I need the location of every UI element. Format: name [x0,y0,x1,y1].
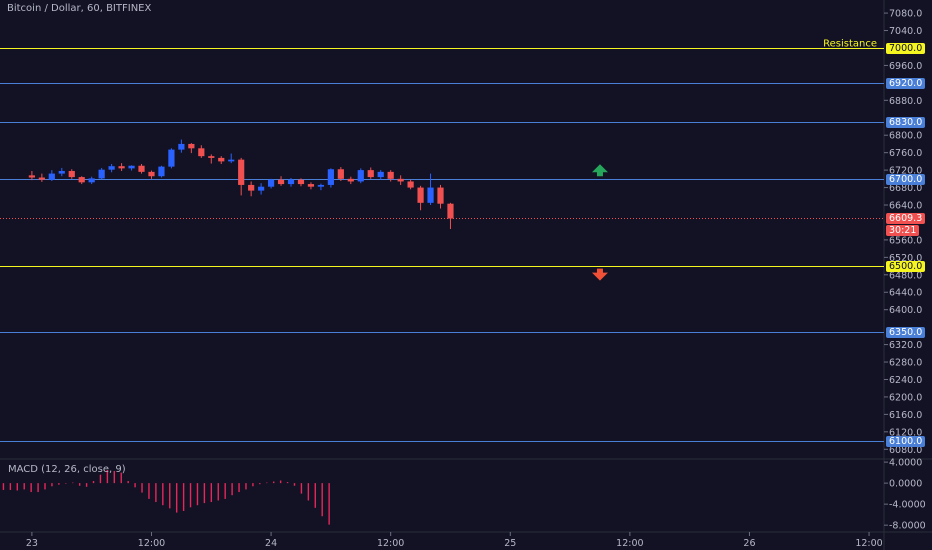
macd-tick-label: 0.0000 [889,479,922,490]
candle-body [68,170,75,178]
candle-body [437,187,444,204]
candle-body [377,171,384,178]
candle-body [88,178,95,183]
candle-body [258,186,265,191]
arrow-down-icon [591,268,608,281]
price-tick-label: 6960.0 [889,61,922,72]
price-tick-label: 6560.0 [889,235,922,246]
price-tick-label: 6720.0 [889,166,922,177]
price-tick-label: 6200.0 [889,392,922,403]
price-tick-label: 6440.0 [889,288,922,299]
candle-body [287,179,295,185]
chart-title: Bitcoin / Dollar, 60, BITFINEX [7,3,152,14]
candle-body [357,170,364,182]
candle-body [277,179,285,185]
resistance-label: Resistance [823,39,877,50]
last-price-tag: 6609.3 [886,212,926,224]
candle-body [387,171,394,179]
price-tick-label: 6400.0 [889,305,922,316]
candle-body [267,179,275,187]
price-tick-label: 7040.0 [889,26,922,37]
candle-body [168,149,175,167]
level-price-tag: 7000.0 [886,42,926,54]
price-tick-label: 6640.0 [889,201,922,212]
price-tick-label: 6800.0 [889,131,922,142]
candle-body [148,171,155,177]
time-tick-label: 12:00 [616,538,643,549]
candle-body [337,169,344,179]
level-price-tag: 6500.0 [886,260,926,272]
level-price-tag: 6350.0 [886,326,926,338]
candle-body [248,184,255,191]
price-tick-label: 6520.0 [889,253,922,264]
price-tick-label: 7080.0 [889,9,922,20]
candle-body [78,177,85,183]
candle-body [417,187,424,203]
candle-body [238,159,245,185]
candle-body [327,169,334,185]
candle-body [118,166,125,169]
time-tick-label: 24 [265,538,277,549]
candle-body [297,179,305,185]
candle-body [28,175,35,178]
price-tick-label: 6320.0 [889,340,922,351]
candle-body [48,173,55,180]
price-tick-label: 6880.0 [889,96,922,107]
candle-body [188,143,195,149]
candle-body [98,169,105,179]
level-price-tag: 6700.0 [886,173,926,185]
price-tick-label: 6120.0 [889,427,922,438]
macd-tick-label: -8.0000 [889,521,926,532]
candle-body [108,166,115,170]
price-tick-label: 6160.0 [889,410,922,421]
candle-body [347,178,354,182]
candle-body [367,170,374,178]
time-tick-label: 12:00 [138,538,165,549]
level-price-tag: 6100.0 [886,435,926,447]
macd-tick-label: -4.0000 [889,500,926,511]
candle-body [447,203,454,219]
candle-body [307,184,315,187]
price-tick-label: 6680.0 [889,183,922,194]
candle-body [58,170,65,174]
level-price-tag: 6830.0 [886,116,926,128]
candle-body [407,181,414,188]
candle-body [397,178,404,182]
price-tick-label: 6760.0 [889,148,922,159]
candle-body [208,156,215,158]
candle-body [178,143,185,150]
level-price-tag: 6920.0 [886,77,926,89]
arrow-up-icon [591,164,608,177]
time-tick-label: 12:00 [855,538,882,549]
candle-body [198,148,205,157]
time-tick-label: 25 [504,538,516,549]
macd-label: MACD (12, 26, close, 9) [8,464,126,475]
candle-body [38,177,45,180]
candle-body [128,165,135,169]
candle-body [427,187,434,203]
price-tick-label: 6480.0 [889,270,922,281]
candle-body [317,184,325,187]
time-tick-label: 23 [26,538,38,549]
candle-body [218,157,225,162]
price-tick-label: 6280.0 [889,358,922,369]
time-tick-label: 12:00 [377,538,404,549]
macd-tick-label: 4.0000 [889,458,922,469]
candle-body [138,165,145,172]
time-tick-label: 26 [743,538,755,549]
candle-body [228,159,235,162]
candle-body [158,166,165,177]
price-tick-label: 6080.0 [889,445,922,456]
countdown-tag: 30:21 [886,224,920,236]
price-tick-label: 6240.0 [889,375,922,386]
